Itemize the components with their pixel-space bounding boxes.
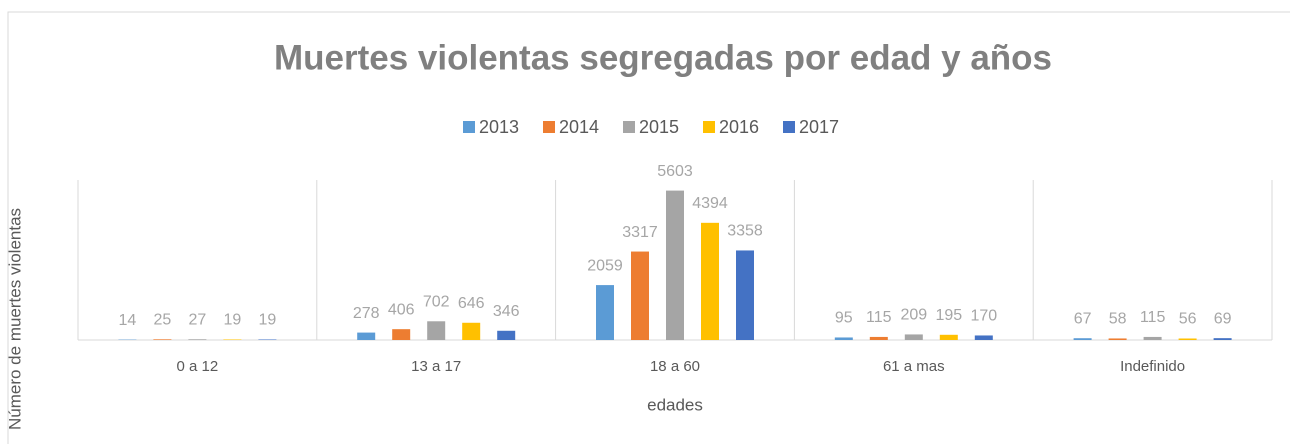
bar [869,336,888,340]
x-tick-label: Indefinido [1120,358,1185,375]
data-label: 5603 [657,163,693,180]
bar [904,334,923,340]
data-label: 115 [1140,309,1166,326]
bar [834,337,853,340]
data-label: 56 [1179,311,1197,328]
bar [1213,338,1232,340]
x-tick-label: 13 a 17 [411,358,461,375]
data-label: 25 [154,312,172,329]
legend-swatch [543,121,555,133]
chart-border [7,11,1290,444]
bar [1073,338,1092,340]
legend-swatch [623,121,635,133]
bar [701,222,719,340]
data-label: 702 [423,293,450,310]
data-label: 14 [119,312,137,329]
data-label: 19 [259,312,277,329]
data-label: 27 [189,311,207,328]
x-tick-label: 18 a 60 [650,358,700,375]
data-label: 406 [388,301,415,318]
data-label: 195 [935,307,962,324]
data-label: 115 [866,309,892,326]
bar [153,339,172,340]
x-axis-label: edades [647,395,703,414]
data-label: 278 [353,305,380,322]
data-label: 2059 [587,257,623,274]
bar [427,321,446,340]
data-label: 646 [458,295,485,312]
bar [357,332,376,340]
bar [1108,338,1127,340]
bar [974,335,993,340]
data-label: 3317 [622,224,658,241]
bar [736,250,754,340]
data-label: 3358 [727,223,763,240]
bar [188,339,207,340]
bar [631,251,649,340]
data-label: 4394 [692,195,728,212]
x-tick-label: 0 a 12 [177,358,219,375]
x-tick-label: 61 a mas [883,358,945,375]
data-label: 69 [1214,310,1232,327]
legend-label: 2014 [559,117,599,137]
data-label: 67 [1074,310,1092,327]
data-label: 19 [224,312,242,329]
legend-label: 2017 [799,117,839,137]
bar [596,285,614,340]
legend-swatch [463,121,475,133]
data-label: 58 [1109,311,1127,328]
data-label: 170 [970,308,997,325]
legend-label: 2016 [719,117,759,137]
y-axis-label: Número de muertes violentas [5,208,24,430]
data-label: 95 [835,310,853,327]
legend-swatch [703,121,715,133]
bar [666,190,684,340]
legend-label: 2015 [639,117,679,137]
bar [223,339,242,340]
bar [497,330,516,340]
bar [258,339,277,340]
legend-swatch [783,121,795,133]
bar [939,334,958,340]
bar [1143,336,1162,340]
legend-label: 2013 [479,117,519,137]
chart-title: Muertes violentas segregadas por edad y … [274,38,1052,77]
bar [392,329,411,340]
data-label: 346 [493,303,520,320]
data-label: 209 [900,307,927,324]
bar [462,322,481,340]
bar [1178,338,1197,340]
